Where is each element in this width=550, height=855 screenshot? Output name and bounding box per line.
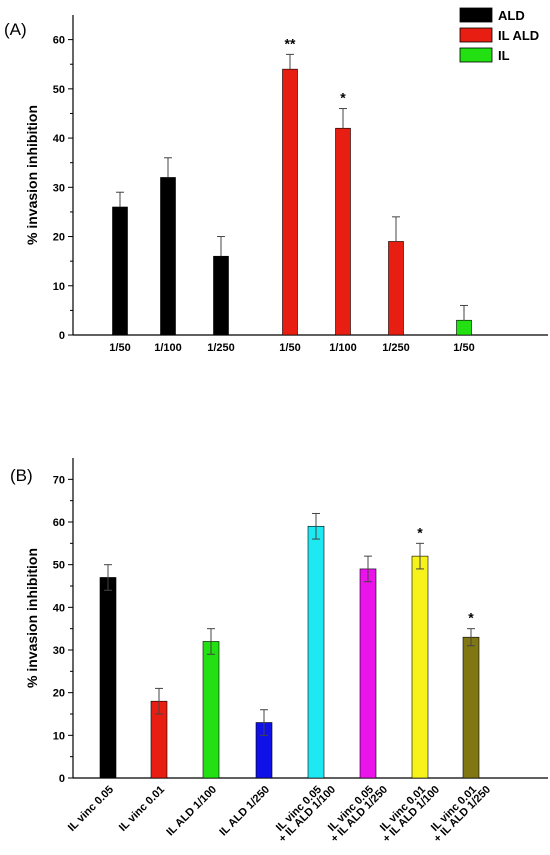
chart-b-significance-marker: * <box>468 610 474 626</box>
chart-a-bar <box>213 255 229 336</box>
chart-b-y-axis-title: % invasion inhibition <box>24 548 40 688</box>
chart-a-legend-label: IL <box>498 48 510 63</box>
chart-b-y-tick-label: 60 <box>53 517 65 529</box>
chart-a-category-label: 1/50 <box>279 342 300 354</box>
chart-b-y-tick-label: 50 <box>53 560 65 572</box>
chart-a-legend-swatch <box>459 47 493 63</box>
chart-a-y-axis-title: % invasion inhibition <box>24 105 40 245</box>
chart-a-category-label: 1/250 <box>382 342 410 354</box>
chart-a-legend-swatch <box>459 27 493 43</box>
chart-b-bar <box>359 568 377 779</box>
chart-a-bar <box>335 127 351 336</box>
chart-b-y-tick-label: 70 <box>53 474 65 486</box>
chart-a-legend-swatch <box>459 7 493 23</box>
chart-b-category-label: IL vinc 0.01 <box>117 784 167 834</box>
chart-a-category-label: 1/100 <box>154 342 182 354</box>
chart-a-significance-marker: * <box>340 90 346 106</box>
chart-b-bar <box>99 577 117 779</box>
chart-a-bar <box>456 319 472 336</box>
chart-b-y-tick-label: 20 <box>53 688 65 700</box>
chart-a-category-label: 1/250 <box>207 342 235 354</box>
chart-b-category-label: IL ALD 1/250 <box>217 784 272 839</box>
chart-b: 0 10 20 30 40 50 60 70 % invasion inhibition IL v… <box>24 458 548 845</box>
chart-a-legend-label: ALD <box>498 8 525 23</box>
chart-a: 0 10 20 30 40 50 60 % invasion inhibition 1/50 1/… <box>24 7 548 354</box>
chart-a-y-tick-label: 10 <box>53 281 65 293</box>
chart-b-y-tick-label: 10 <box>53 730 65 742</box>
chart-b-y-tick-label: 30 <box>53 645 65 657</box>
chart-b-bar <box>202 641 220 779</box>
chart-a-y-tick-label: 50 <box>53 84 65 96</box>
chart-a-bar <box>388 241 404 336</box>
chart-b-bar <box>462 636 480 779</box>
chart-a-bar <box>112 206 128 336</box>
chart-a-category-label: 1/50 <box>109 342 130 354</box>
chart-a-bar <box>282 68 298 336</box>
chart-a-bar <box>160 177 176 336</box>
chart-a-y-tick-label: 60 <box>53 35 65 47</box>
chart-a-y-tick-label: 20 <box>53 232 65 244</box>
chart-b-significance-marker: * <box>417 524 423 540</box>
panel-a-label: (A) <box>4 20 27 39</box>
chart-a-significance-marker: ** <box>285 35 296 51</box>
chart-b-y-tick-label: 40 <box>53 602 65 614</box>
chart-b-category-label: IL ALD 1/100 <box>164 784 219 839</box>
chart-a-y-tick-label: 40 <box>53 133 65 145</box>
panel-b-label: (B) <box>10 466 33 485</box>
chart-b-bar <box>307 525 325 779</box>
chart-a-legend-label: IL ALD <box>498 28 539 43</box>
chart-a-legend: ALD IL ALD IL <box>459 7 539 63</box>
chart-a-category-label: 1/50 <box>453 342 474 354</box>
chart-a-y-tick-label: 0 <box>59 330 65 342</box>
chart-b-category-label: IL vinc 0.05 <box>66 784 116 834</box>
chart-a-y-tick-label: 30 <box>53 182 65 194</box>
chart-a-category-label: 1/100 <box>329 342 357 354</box>
chart-b-bar <box>411 555 429 779</box>
chart-b-y-tick-label: 0 <box>59 773 65 785</box>
